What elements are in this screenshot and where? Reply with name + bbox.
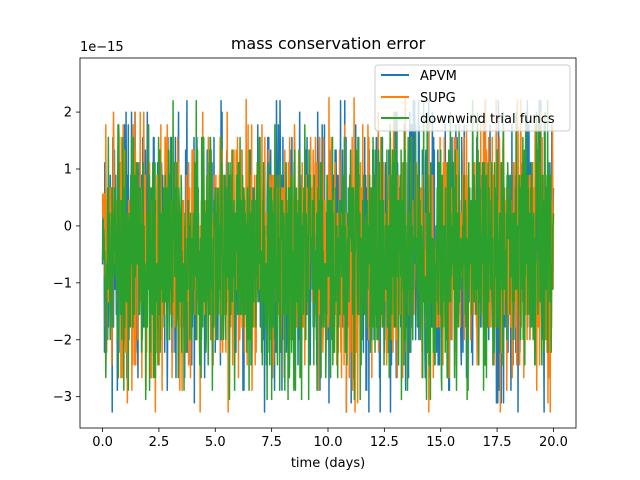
legend-frame (374, 64, 571, 132)
x-tick-label: 0.0 (92, 435, 113, 450)
y-tick-label: −1 (53, 276, 72, 291)
x-tick-label: 10.0 (314, 435, 343, 450)
y-tick-label: 1 (64, 163, 72, 178)
y-tick-label: −2 (53, 333, 72, 348)
series-layer (101, 97, 555, 413)
legend-label-supg: SUPG (420, 91, 456, 106)
x-axis: 0.0 2.5 5.0 7.5 10.0 12.5 15.0 17.5 20.0 (92, 428, 568, 450)
x-tick-label: 5.0 (205, 435, 226, 450)
legend-label-apvm: APVM (420, 69, 457, 84)
x-tick-label: 2.5 (149, 435, 170, 450)
x-tick-label: 12.5 (370, 435, 399, 450)
legend-label-downwind: downwind trial funcs (420, 112, 555, 127)
x-tick-label: 20.0 (539, 435, 568, 450)
y-tick-label: −3 (53, 390, 72, 405)
chart-title: mass conservation error (231, 34, 426, 53)
legend: APVM SUPG downwind trial funcs (374, 64, 571, 132)
y-axis: −3 −2 −1 0 1 2 (53, 106, 80, 405)
x-tick-label: 17.5 (483, 435, 512, 450)
y-scale-label: 1e−15 (80, 40, 124, 55)
x-tick-label: 7.5 (261, 435, 282, 450)
x-tick-label: 15.0 (426, 435, 455, 450)
x-axis-label: time (days) (291, 456, 365, 471)
y-tick-label: 2 (64, 106, 72, 121)
y-tick-label: 0 (64, 219, 72, 234)
series-line-downwind-trial-funcs (101, 99, 555, 401)
